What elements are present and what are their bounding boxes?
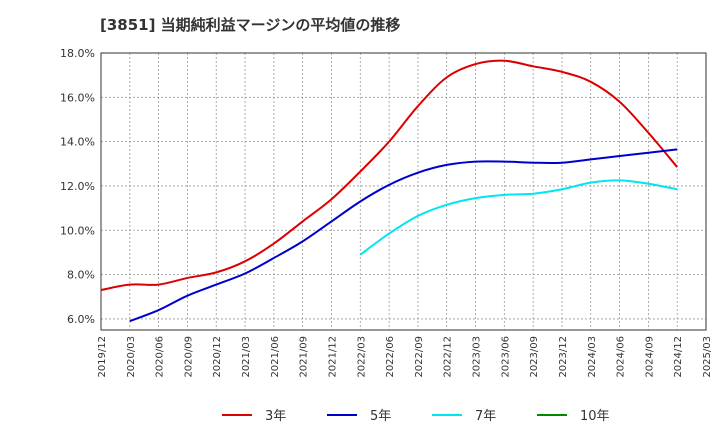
axes (100, 52, 707, 331)
y-tick-label: 6.0% (67, 313, 95, 326)
x-tick-label: 2022/12 (443, 336, 454, 378)
x-tick-label: 2023/09 (529, 336, 540, 378)
series-line-7年 (359, 179, 678, 256)
x-tick-label: 2020/03 (126, 336, 137, 378)
x-tick-label: 2021/09 (299, 336, 310, 378)
tick-labels: 6.0% 8.0% 10.0% 12.0% 14.0% 16.0% 18.0% 2019/12… (60, 47, 713, 378)
x-tick-label: 2021/03 (241, 336, 252, 378)
y-tick-label: 12.0% (60, 180, 95, 193)
legend-label: 5年 (370, 409, 391, 424)
legend-label: 10年 (580, 409, 610, 424)
y-tick-label: 8.0% (67, 269, 95, 282)
x-tick-label: 2023/03 (472, 336, 483, 378)
y-tick-label: 14.0% (60, 136, 95, 149)
x-tick-label: 2022/03 (356, 336, 367, 378)
x-tick-label: 2024/12 (673, 336, 684, 378)
chart-title: [3851] 当期純利益マージンの平均値の推移 (100, 16, 401, 34)
y-tick-label: 16.0% (60, 91, 95, 104)
x-tick-label: 2021/06 (270, 336, 281, 378)
x-tick-label: 2022/06 (385, 336, 396, 378)
x-tick-label: 2023/12 (558, 336, 569, 378)
x-tick-label: 2024/09 (644, 336, 655, 378)
x-tick-label: 2024/06 (616, 336, 627, 378)
legend: 3年 5年 7年 10年 (222, 409, 610, 424)
legend-label: 3年 (265, 409, 286, 424)
y-tick-label: 10.0% (60, 224, 95, 237)
y-tick-label: 18.0% (60, 47, 95, 60)
x-tick-label: 2020/12 (212, 336, 223, 378)
x-tick-label: 2022/09 (414, 336, 425, 378)
x-tick-label: 2021/12 (327, 336, 338, 378)
series-line-3年 (100, 59, 678, 292)
x-tick-label: 2020/09 (183, 336, 194, 378)
plot-area (101, 53, 706, 330)
plot-frame (100, 52, 707, 331)
x-tick-label: 2019/12 (97, 336, 108, 378)
x-tick-label: 2023/06 (500, 336, 511, 378)
series-lines (100, 59, 678, 323)
x-tick-label: 2025/03 (702, 336, 713, 378)
legend-label: 7年 (475, 409, 496, 424)
x-tick-label: 2020/06 (155, 336, 166, 378)
x-tick-label: 2024/03 (587, 336, 598, 378)
grid-lines (101, 53, 706, 330)
series-line-5年 (129, 148, 678, 323)
